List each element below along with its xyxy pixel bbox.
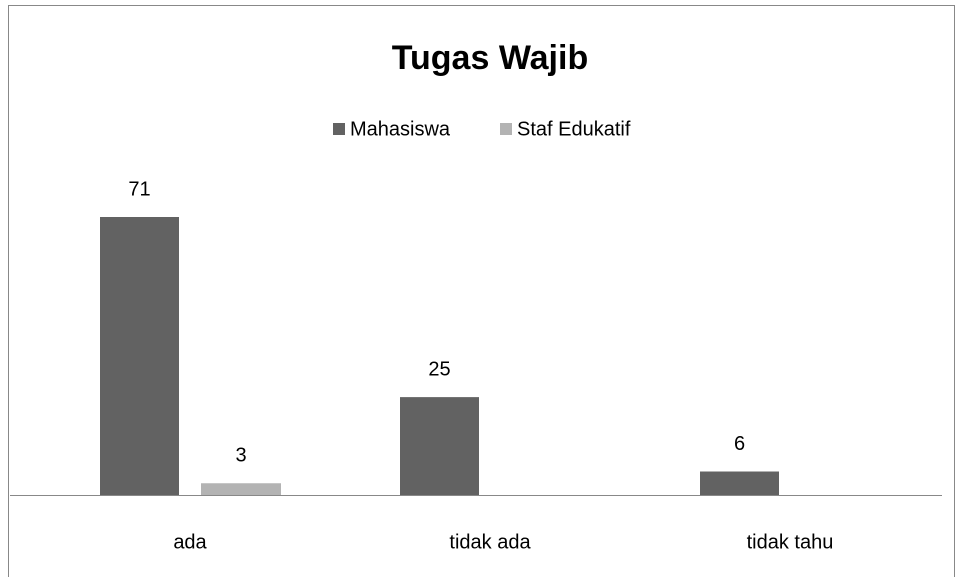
x-tick-label: tidak tahu [747,531,834,553]
x-tick-label: tidak ada [449,531,531,553]
data-label: 25 [428,358,450,380]
bar [400,397,479,495]
legend-swatch [333,123,345,135]
legend-label: Mahasiswa [350,118,451,140]
legend-label: Staf Edukatif [517,118,631,140]
chart-title: Tugas Wajib [392,39,588,77]
data-label: 71 [128,178,150,200]
bar [700,471,779,495]
bar [100,217,179,495]
data-label: 6 [734,433,745,455]
data-label: 3 [235,445,246,467]
bar [201,483,281,495]
legend-swatch [500,123,512,135]
x-tick-label: ada [173,531,207,553]
